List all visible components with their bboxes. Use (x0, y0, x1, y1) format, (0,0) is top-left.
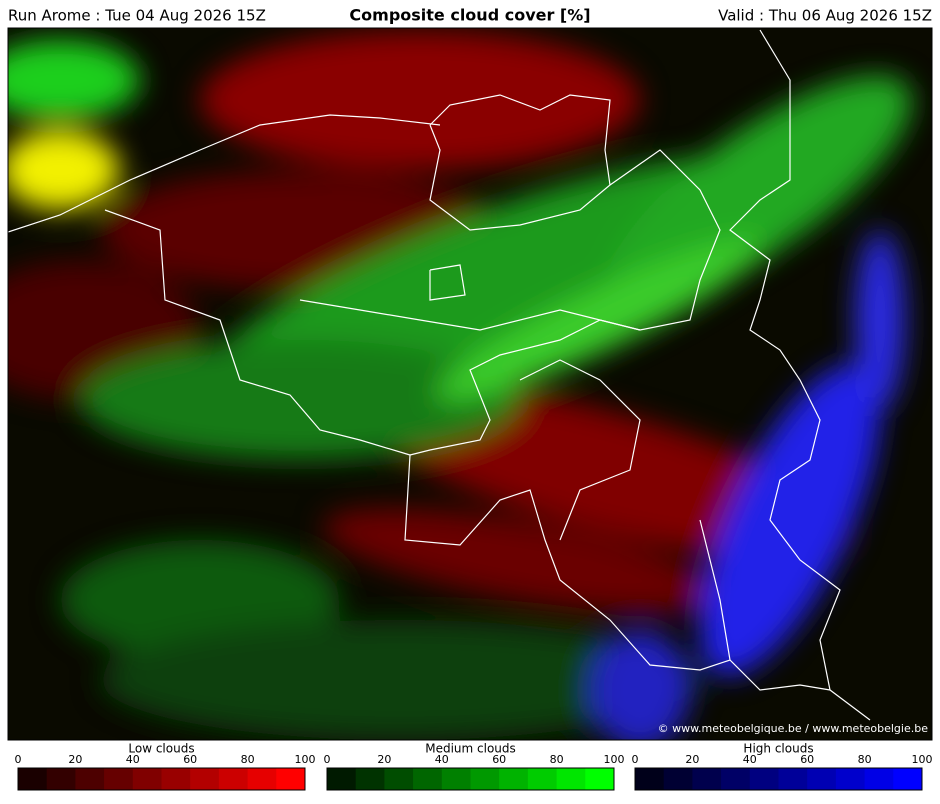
legend-swatch (413, 768, 443, 790)
legend-swatch (276, 768, 306, 790)
cloud-map: © www.meteobelgique.be / www.meteobelgie… (8, 28, 932, 740)
run-label: Run Arome : Tue 04 Aug 2026 15Z (8, 7, 266, 25)
legend-swatch (556, 768, 586, 790)
legend-swatch (835, 768, 866, 790)
legend-tick-label: 100 (295, 753, 316, 766)
legend-swatch (692, 768, 722, 790)
legend-swatch (807, 768, 837, 790)
legend-swatch (893, 768, 923, 790)
legend-swatch (190, 768, 220, 790)
map-title: Composite cloud cover [%] (349, 6, 590, 25)
legend-tick-label: 80 (858, 753, 872, 766)
legend-swatch (864, 768, 894, 790)
legend-swatch (75, 768, 105, 790)
legend-swatch (104, 768, 134, 790)
legend-swatch (778, 768, 808, 790)
legend-tick-label: 20 (68, 753, 82, 766)
legend-tick-label: 0 (632, 753, 639, 766)
legend-title: Medium clouds (425, 742, 516, 756)
legend-title: Low clouds (128, 742, 194, 756)
legend-swatch (721, 768, 751, 790)
legend-swatch (663, 768, 693, 790)
legend-swatch (18, 768, 48, 790)
legend-swatch (470, 768, 500, 790)
legend-swatch (527, 768, 558, 790)
legend-swatch (218, 768, 249, 790)
legend-tick-label: 60 (492, 753, 506, 766)
legend-swatch (355, 768, 385, 790)
legend-tick-label: 100 (912, 753, 933, 766)
map-frame (7, 27, 933, 741)
legend-swatch (46, 768, 76, 790)
legend-swatch (585, 768, 615, 790)
legend-swatch (749, 768, 779, 790)
legend-swatch (327, 768, 357, 790)
legend-tick-label: 0 (15, 753, 22, 766)
legend-swatch (441, 768, 471, 790)
legend-tick-label: 0 (324, 753, 331, 766)
legend-tick-label: 20 (685, 753, 699, 766)
legend-swatch (247, 768, 277, 790)
legend-swatch (635, 768, 665, 790)
legend-title: High clouds (743, 742, 813, 756)
legend-frame (17, 767, 306, 791)
legend-tick-label: 80 (241, 753, 255, 766)
legend-tick-label: 80 (550, 753, 564, 766)
legend-frame (326, 767, 615, 791)
valid-label: Valid : Thu 06 Aug 2026 15Z (718, 7, 932, 25)
legend-swatch (384, 768, 414, 790)
borders (8, 29, 871, 721)
legend-tick-label: 20 (377, 753, 391, 766)
legend-swatch (499, 768, 529, 790)
legend-swatch (161, 768, 191, 790)
legend-tick-label: 60 (183, 753, 197, 766)
legend-tick-label: 40 (743, 753, 757, 766)
legend-tick-label: 40 (126, 753, 140, 766)
legend-tick-label: 60 (800, 753, 814, 766)
legend-tick-label: 40 (435, 753, 449, 766)
legend-swatch (132, 768, 162, 790)
credit: © www.meteobelgique.be / www.meteobelgie… (658, 722, 929, 735)
legend-tick-label: 100 (604, 753, 625, 766)
legend-frame (634, 767, 923, 791)
